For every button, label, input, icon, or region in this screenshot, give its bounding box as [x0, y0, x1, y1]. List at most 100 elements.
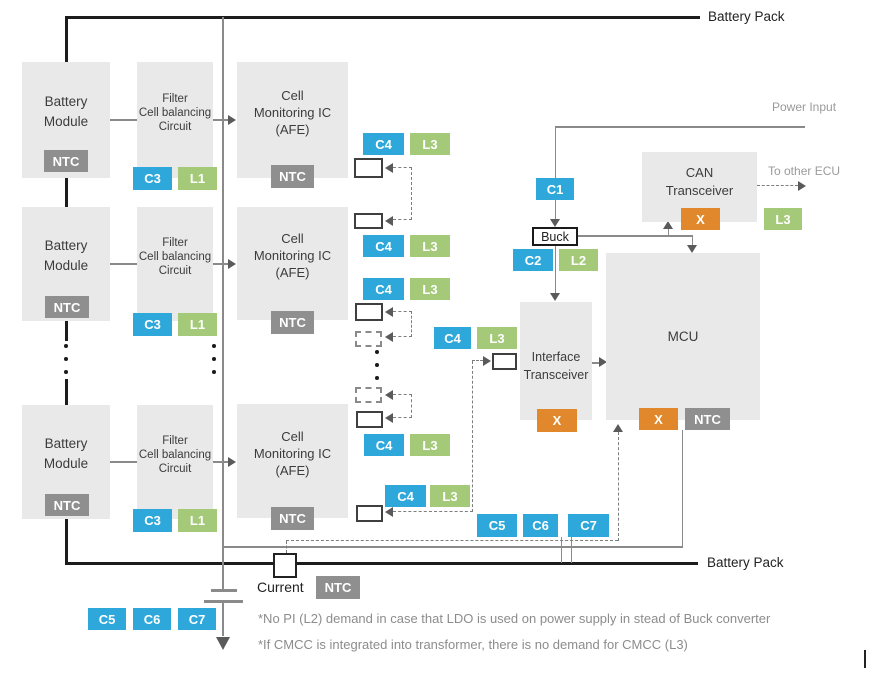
isolator-box: [354, 213, 383, 229]
capacitor-plate: [211, 589, 237, 592]
tag-c7: C7: [568, 514, 609, 537]
battery-module-label: Battery Module: [43, 94, 89, 129]
tag-l3: L3: [410, 235, 450, 257]
filter-balancing-label: Filter Cell balancing Circuit: [138, 237, 212, 277]
dashed-wire: [393, 219, 412, 220]
dashed-wire: [411, 167, 412, 220]
dashed-wire: [393, 394, 412, 395]
cell-monitoring-ic-block: Cell Monitoring IC (AFE): [237, 404, 348, 518]
sense-bus-vertical: [222, 17, 224, 589]
dashed-wire: [286, 540, 618, 541]
filter-balancing-label: Filter Cell balancing Circuit: [138, 93, 212, 133]
tag-c3: C3: [133, 509, 172, 532]
battery-module-label: Battery Module: [43, 238, 89, 273]
ellipsis-dots: [375, 350, 379, 380]
tag-ntc: NTC: [316, 576, 360, 599]
tag-c4: C4: [385, 485, 426, 507]
arrowhead: [550, 293, 560, 301]
tag-ntc: NTC: [44, 150, 88, 172]
isolator-box-dashed: [355, 331, 382, 347]
tag-ntc: NTC: [271, 165, 314, 188]
wire: [691, 235, 693, 246]
isolator-box: [356, 505, 383, 522]
can-transceiver-label: CAN Transceiver: [665, 165, 734, 198]
dashed-wire: [411, 394, 412, 418]
battery-pack-bottom-bus: [65, 562, 698, 565]
battery-module-label: Battery Module: [43, 436, 89, 471]
tag-c2: C2: [513, 249, 553, 271]
arrowhead: [385, 163, 393, 173]
tag-ntc: NTC: [45, 296, 89, 318]
to-other-ecu-label: To other ECU: [768, 164, 841, 178]
ground-arrowhead: [216, 637, 230, 650]
arrowhead: [599, 357, 607, 367]
arrowhead: [385, 307, 393, 317]
tag-x: X: [639, 408, 678, 430]
dashed-wire: [471, 361, 473, 512]
tag-l3: L3: [410, 133, 450, 155]
buck-output-wire: [554, 246, 556, 293]
dashed-wire: [393, 417, 412, 418]
tag-c6: C6: [523, 514, 558, 537]
buck-label: Buck: [541, 229, 569, 244]
ntc-wire: [681, 430, 683, 547]
arrowhead: [385, 413, 393, 423]
capacitor-plate: [204, 600, 243, 603]
tag-c5: C5: [477, 514, 517, 537]
cap-stub-wire: [570, 537, 572, 563]
filter-balancing-label: Filter Cell balancing Circuit: [138, 435, 212, 475]
dashed-wire: [286, 541, 287, 553]
filter-balancing-block: Filter Cell balancing Circuit: [137, 405, 213, 519]
ellipsis-dots: [212, 344, 216, 374]
arrowhead: [228, 115, 236, 125]
can-transceiver-block: CAN Transceiver: [642, 152, 757, 222]
wire: [213, 119, 229, 121]
pack-bus-segment: [65, 16, 68, 64]
power-input-label: Power Input: [772, 100, 837, 114]
tag-l3: L3: [410, 278, 450, 300]
tag-ntc: NTC: [271, 507, 314, 530]
power-input-wire: [554, 126, 556, 219]
wire: [110, 119, 137, 121]
power-input-wire: [555, 126, 805, 128]
dashed-wire: [757, 185, 798, 186]
mcu-label: MCU: [667, 329, 699, 344]
dashed-wire: [411, 311, 412, 337]
tag-c4: C4: [363, 235, 404, 257]
tag-c4: C4: [364, 434, 404, 456]
pack-bus-segment: [65, 176, 68, 209]
tag-c6: C6: [133, 608, 171, 630]
wire: [110, 263, 137, 265]
tag-l3: L3: [430, 485, 470, 507]
pack-bus-segment: [65, 517, 68, 565]
dashed-wire: [393, 511, 473, 512]
cell-monitoring-ic-block: Cell Monitoring IC (AFE): [237, 207, 348, 320]
cell-monitoring-ic-label: Cell Monitoring IC (AFE): [253, 231, 332, 280]
tag-l3: L3: [410, 434, 450, 456]
buck-converter-box: Buck: [532, 227, 578, 246]
sense-bus-vertical: [222, 602, 224, 636]
current-sense-box: [273, 553, 297, 578]
wire: [213, 461, 229, 463]
tag-l3: L3: [477, 327, 517, 349]
isolator-box: [356, 411, 383, 428]
mcu-block: MCU: [606, 253, 760, 420]
tag-c3: C3: [133, 167, 172, 190]
tag-l3: L3: [764, 208, 802, 230]
arrowhead: [798, 181, 806, 191]
tag-c4: C4: [434, 327, 471, 349]
tag-c5: C5: [88, 608, 126, 630]
pack-bus-segment: [65, 379, 68, 407]
ellipsis-dots: [64, 344, 68, 374]
wire: [592, 362, 599, 364]
interface-transceiver-label: Interface Transceiver: [523, 350, 589, 382]
battery-pack-top-bus: [65, 16, 700, 19]
isolator-box: [354, 158, 383, 178]
arrowhead: [385, 507, 393, 517]
arrowhead: [550, 219, 560, 227]
tag-c4: C4: [363, 278, 404, 300]
ntc-wire: [222, 546, 683, 548]
battery-pack-top-label: Battery Pack: [708, 9, 785, 24]
dashed-wire: [393, 336, 412, 337]
filter-balancing-block: Filter Cell balancing Circuit: [137, 62, 213, 178]
